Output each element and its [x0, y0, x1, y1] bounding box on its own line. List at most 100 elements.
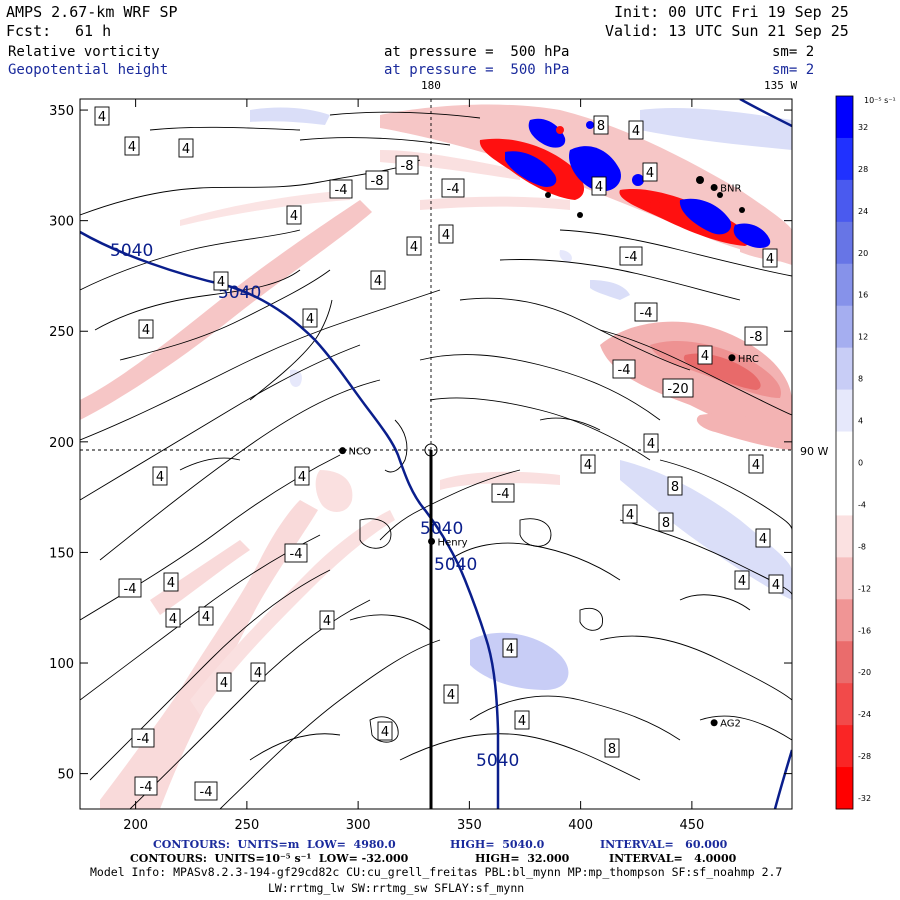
height-label: 5040	[434, 555, 477, 575]
station-marker	[728, 354, 736, 362]
neg-vort-band	[100, 500, 318, 809]
vort-label-box	[118, 578, 142, 598]
field-label-vorticity: Relative vorticity	[8, 44, 160, 60]
footer-vort-contours: CONTOURS: UNITS=10⁻⁵ s⁻¹ LOW= -32.000	[130, 852, 409, 865]
colorbar-tick-label: -28	[858, 752, 871, 761]
colorbar-tick-label: -20	[858, 668, 871, 677]
footer-vort-high: HIGH= 32.000	[475, 852, 570, 865]
vort-label: -4	[625, 250, 638, 265]
model-info-2: LW:rrtmg_lw SW:rrtmg_sw SFLAY:sf_mynn	[268, 881, 525, 895]
storm-positive	[528, 118, 566, 148]
storm-positive	[679, 198, 732, 235]
storm-cell	[556, 126, 564, 134]
vort-label-box	[628, 120, 644, 140]
vort-label-box	[134, 776, 158, 796]
neg-vort-core	[696, 413, 792, 450]
colorbar-swatch	[836, 515, 853, 558]
vort-label: 4	[98, 110, 106, 125]
vort-label: 4	[290, 209, 298, 224]
lon-label-180: 180	[421, 79, 441, 92]
height-contour-5040-b	[739, 99, 792, 128]
vort-label: 4	[447, 688, 455, 703]
storm-cell	[632, 174, 644, 186]
storm-positive	[505, 151, 557, 187]
colorbar-tick-label: 12	[858, 333, 868, 342]
vort-label: 4	[595, 180, 603, 195]
forecast-label: Fcst:	[6, 22, 52, 40]
vort-label-box	[591, 176, 607, 196]
colorbar-tick-label: -32	[858, 794, 871, 803]
model-title: AMPS 2.67-km WRF SP	[6, 3, 178, 21]
vort-label-box	[365, 170, 389, 190]
vort-label: 4	[202, 610, 210, 625]
station-marker	[339, 447, 347, 455]
vort-label: -4	[137, 732, 150, 747]
vort-label: 4	[506, 642, 514, 657]
station-label: NCO	[349, 447, 371, 458]
station-label: AG2	[720, 719, 741, 730]
vort-label-box	[395, 155, 419, 175]
model-info: Model Info: MPASv8.2.3-194-gf29cd82c CU:…	[90, 865, 783, 879]
vort-label-box	[514, 710, 530, 730]
footer-height-contours: CONTOURS: UNITS=m LOW= 4980.0	[153, 838, 396, 851]
vort-label: 4	[142, 323, 150, 338]
init-time: Init: 00 UTC Fri 19 Sep 25	[614, 3, 849, 21]
vort-label-box	[768, 574, 784, 594]
vort-label-box	[622, 504, 638, 524]
footer-height-high: HIGH= 5040.0	[450, 838, 545, 851]
vort-label-box	[667, 476, 683, 496]
smoothing-label-height: sm= 2	[772, 62, 815, 78]
storm-positive	[733, 223, 771, 248]
vort-label: 4	[626, 508, 634, 523]
vort-label: 4	[632, 124, 640, 139]
colorbar-tick-label: 24	[858, 207, 868, 216]
vort-label: 4	[738, 574, 746, 589]
station-label: HRC	[738, 354, 759, 365]
storm-cell	[577, 212, 583, 218]
vort-label: 8	[671, 480, 679, 495]
vort-label-box	[294, 466, 310, 486]
vort-label-box	[762, 248, 778, 268]
colorbar-swatch	[836, 431, 853, 474]
vort-label: 4	[772, 578, 780, 593]
colorbar-swatch	[836, 599, 853, 642]
vort-label-box	[216, 672, 232, 692]
vort-label: 4	[306, 312, 314, 327]
x-tick-label: 350	[457, 818, 482, 833]
vort-label-box	[377, 721, 393, 741]
storm-cell	[650, 200, 660, 210]
colorbar-tick-label: 0	[858, 459, 863, 468]
vort-label: 4	[217, 275, 225, 290]
vort-label: -4	[124, 582, 137, 597]
x-tick-label: 250	[234, 818, 259, 833]
y-tick-label: 250	[49, 325, 74, 340]
vort-label: -4	[640, 306, 653, 321]
vort-label: 4	[128, 140, 136, 155]
pos-vort-band	[250, 107, 330, 125]
vort-label: 4	[647, 437, 655, 452]
field-label-height: Geopotential height	[8, 62, 169, 78]
vort-label-box	[178, 138, 194, 158]
vort-label-box	[286, 205, 302, 225]
vort-label-box	[634, 302, 658, 322]
y-tick-label: 350	[49, 104, 74, 119]
station-label: BNR	[720, 183, 741, 194]
vort-label-box	[163, 572, 179, 592]
colorbar-swatch	[836, 389, 853, 433]
vort-label-box	[748, 454, 764, 474]
vort-label: -4	[447, 182, 460, 197]
vort-label-box	[194, 781, 218, 801]
height-label: 5040	[476, 751, 519, 771]
neg-vort-band	[180, 190, 350, 226]
neg-vort-band	[150, 540, 250, 615]
vort-label: 8	[662, 516, 670, 531]
pos-vort-band	[590, 280, 630, 300]
pos-vort-band	[470, 632, 569, 690]
colorbar-swatch	[836, 557, 853, 600]
vort-label-box	[443, 684, 459, 704]
y-axis: 50 100 150 200 250 300 350	[49, 104, 792, 783]
vort-label-box	[302, 308, 318, 328]
vort-label-box	[697, 345, 713, 365]
vort-label-box	[138, 319, 154, 339]
x-tick-label: 200	[123, 818, 148, 833]
